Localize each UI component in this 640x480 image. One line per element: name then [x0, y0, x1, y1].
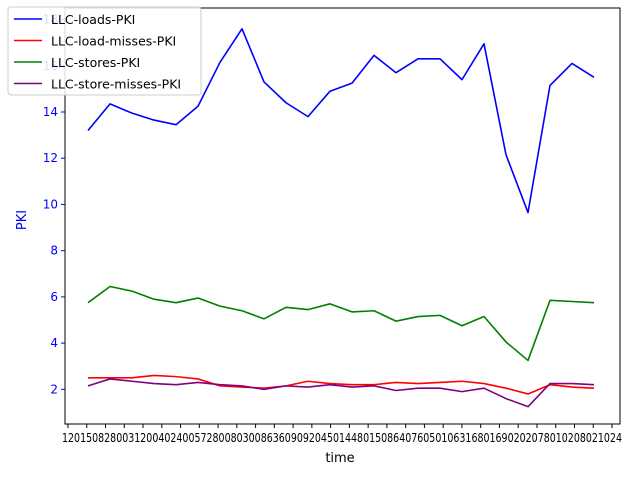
legend-label: LLC-loads-PKI [51, 12, 135, 27]
legend-box [7, 6, 202, 96]
x-axis-label: time [325, 451, 354, 466]
y-axis-label: PKI [15, 210, 30, 230]
legend-label: LLC-store-misses-PKI [51, 77, 181, 92]
series-line-llc-loads-pki [87, 27, 595, 214]
y-tick-label: 10 [43, 197, 58, 211]
series-lines [87, 27, 595, 408]
y-tick-label: 2 [50, 382, 58, 396]
y-tick-label: 12 [43, 151, 58, 165]
series-line-llc-store-misses-pki [87, 378, 595, 408]
plot-area [64, 7, 621, 425]
legend-label: LLC-load-misses-PKI [51, 34, 176, 49]
y-tick-label: 6 [50, 290, 58, 304]
y-tick-label: 14 [43, 105, 58, 119]
legend-label: LLC-stores-PKI [51, 55, 140, 70]
x-axis: 1201508280031200402400572800803008636090… [62, 424, 622, 445]
series-line-llc-stores-pki [87, 285, 595, 362]
x-tick-labels: 1201508280031200402400572800803008636090… [62, 431, 622, 445]
y-tick-label: 8 [50, 244, 58, 258]
plot-frame [64, 7, 621, 425]
series-line-llc-load-misses-pki [88, 374, 595, 395]
y-tick-label: 4 [50, 336, 58, 350]
legend[interactable]: LLC-loads-PKI LLC-load-misses-PKI LLC-stor… [7, 6, 202, 96]
